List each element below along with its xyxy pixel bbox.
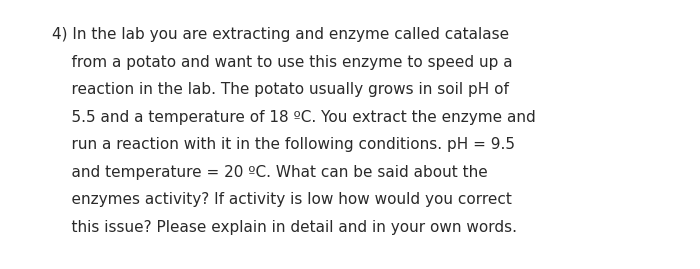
Text: 5.5 and a temperature of 18 ºC. You extract the enzyme and: 5.5 and a temperature of 18 ºC. You extr… [52,109,536,125]
Text: this issue? Please explain in detail and in your own words.: this issue? Please explain in detail and… [52,220,517,235]
Text: from a potato and want to use this enzyme to speed up a: from a potato and want to use this enzym… [52,55,512,69]
Text: enzymes activity? If activity is low how would you correct: enzymes activity? If activity is low how… [52,192,512,207]
Text: run a reaction with it in the following conditions. pH = 9.5: run a reaction with it in the following … [52,137,515,152]
Text: and temperature = 20 ºC. What can be said about the: and temperature = 20 ºC. What can be sai… [52,165,488,179]
Text: reaction in the lab. The potato usually grows in soil pH of: reaction in the lab. The potato usually … [52,82,509,97]
Text: 4) In the lab you are extracting and enzyme called catalase: 4) In the lab you are extracting and enz… [52,27,509,42]
